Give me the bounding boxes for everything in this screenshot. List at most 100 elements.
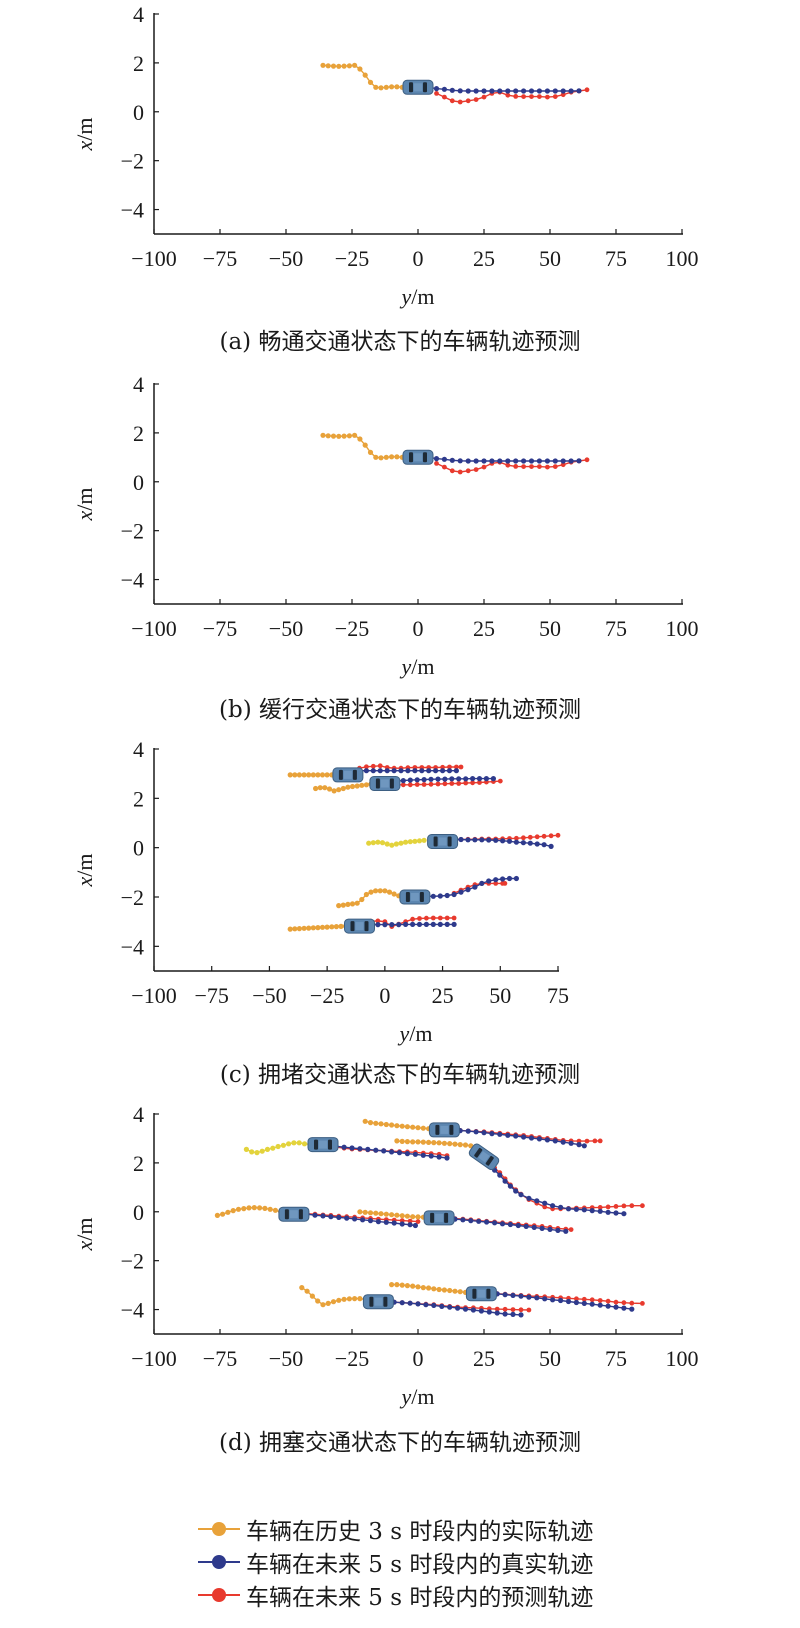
true-trajectory-point xyxy=(407,1222,413,1228)
history-trajectory-point xyxy=(325,63,331,69)
predicted-trajectory-point xyxy=(574,1296,579,1302)
predicted-trajectory-point xyxy=(435,781,441,787)
true-trajectory-point xyxy=(492,1220,498,1226)
car-icon xyxy=(278,1206,310,1222)
history-trajectory-point xyxy=(373,84,379,90)
history-trajectory-series xyxy=(394,1138,474,1149)
true-trajectory-point xyxy=(433,86,440,92)
y-tick-label: 4 xyxy=(133,2,144,27)
true-trajectory-point xyxy=(412,768,418,774)
predicted-trajectory-point xyxy=(442,94,447,100)
true-trajectory-point xyxy=(389,922,395,928)
predicted-trajectory-point xyxy=(581,1296,587,1302)
x-tick-label: −50 xyxy=(269,616,303,641)
predicted-trajectory-line xyxy=(454,1217,572,1231)
history-trajectory-point xyxy=(375,839,381,845)
history-trajectory-point xyxy=(407,839,413,845)
predicted-trajectory-point xyxy=(597,1298,603,1303)
true-trajectory-point xyxy=(605,1209,611,1215)
predicted-trajectory-point xyxy=(592,1138,598,1144)
history-trajectory-point xyxy=(362,442,368,448)
x-tick-label: −50 xyxy=(252,983,286,1008)
x-tick-label: 50 xyxy=(539,1346,561,1371)
predicted-trajectory-point xyxy=(456,781,462,786)
history-trajectory-point xyxy=(352,1296,358,1302)
true-trajectory-point xyxy=(320,1213,326,1219)
true-trajectory-point xyxy=(484,1219,490,1225)
predicted-trajectory-point xyxy=(629,1300,635,1306)
predicted-trajectory-point xyxy=(545,464,550,470)
true-trajectory-point xyxy=(534,841,540,847)
history-trajectory-point xyxy=(383,454,389,460)
y-tick-label: 0 xyxy=(133,1200,144,1225)
predicted-trajectory-point xyxy=(502,1306,508,1312)
true-trajectory-point xyxy=(447,1304,453,1310)
predicted-trajectory-point xyxy=(407,1218,413,1224)
legend-swatch-prediction xyxy=(198,1585,240,1605)
true-trajectory-point xyxy=(521,458,527,464)
history-trajectory-point xyxy=(370,840,376,846)
history-trajectory-point xyxy=(346,63,352,69)
true-trajectory-point xyxy=(500,838,506,844)
predicted-trajectory-point xyxy=(449,98,455,104)
history-trajectory-point xyxy=(324,772,330,778)
true-trajectory-point xyxy=(497,88,503,94)
history-trajectory-point xyxy=(391,891,397,897)
true-trajectory-point xyxy=(437,893,443,899)
history-trajectory-point xyxy=(325,433,331,439)
true-trajectory-point xyxy=(441,456,447,462)
history-trajectory-point xyxy=(296,1140,302,1146)
history-trajectory-point xyxy=(336,903,342,909)
history-trajectory-point xyxy=(452,1141,458,1147)
predicted-trajectory-point xyxy=(629,1203,635,1209)
history-trajectory-point xyxy=(340,902,346,908)
true-trajectory-point xyxy=(465,88,471,94)
true-trajectory-point xyxy=(497,1131,503,1137)
x-tick-label: 0 xyxy=(379,983,390,1008)
predicted-trajectory-point xyxy=(444,915,450,921)
history-trajectory-point xyxy=(389,84,395,90)
predicted-trajectory-point xyxy=(424,915,429,921)
history-trajectory-point xyxy=(280,1142,286,1148)
true-trajectory-point xyxy=(489,88,495,94)
true-trajectory-point xyxy=(523,1223,529,1229)
history-trajectory-point xyxy=(272,1207,278,1213)
history-trajectory-series xyxy=(313,781,374,794)
true-trajectory-point xyxy=(457,88,463,94)
true-trajectory-point xyxy=(365,1146,371,1152)
history-trajectory-point xyxy=(383,84,389,90)
true-trajectory-point xyxy=(381,1148,387,1154)
true-trajectory-point xyxy=(483,776,489,782)
history-trajectory-point xyxy=(349,783,356,790)
true-trajectory-point xyxy=(565,1206,572,1212)
history-trajectory-point xyxy=(362,72,368,78)
history-trajectory-point xyxy=(309,1293,315,1299)
history-trajectory-point xyxy=(275,1143,281,1150)
x-axis-label: y/m xyxy=(400,1384,435,1409)
true-trajectory-point xyxy=(389,1149,395,1155)
true-trajectory-point xyxy=(629,1306,635,1312)
history-trajectory-point xyxy=(346,1296,352,1302)
true-trajectory-point xyxy=(391,768,397,774)
true-trajectory-point xyxy=(363,768,369,774)
true-trajectory-point xyxy=(547,1226,553,1232)
predicted-trajectory-point xyxy=(537,94,542,99)
true-trajectory-point xyxy=(375,1219,381,1225)
true-trajectory-point xyxy=(430,921,436,927)
history-trajectory-point xyxy=(384,841,390,847)
true-trajectory-point xyxy=(375,922,381,928)
predicted-trajectory-point xyxy=(470,780,475,786)
true-trajectory-point xyxy=(513,839,520,845)
history-trajectory-point xyxy=(320,432,326,438)
history-trajectory-point xyxy=(420,1125,426,1131)
history-trajectory-point xyxy=(441,1140,447,1146)
predicted-trajectory-point xyxy=(505,92,511,98)
caption-a: (a) 畅通交通状态下的车辆轨迹预测 xyxy=(219,329,581,355)
true-trajectory-point xyxy=(449,87,455,93)
predicted-trajectory-point xyxy=(518,1307,524,1313)
true-trajectory-point xyxy=(490,776,496,782)
x-tick-label: 50 xyxy=(539,616,561,641)
history-trajectory-point xyxy=(373,454,379,460)
true-trajectory-point xyxy=(486,837,492,843)
car-icon xyxy=(468,1143,500,1171)
